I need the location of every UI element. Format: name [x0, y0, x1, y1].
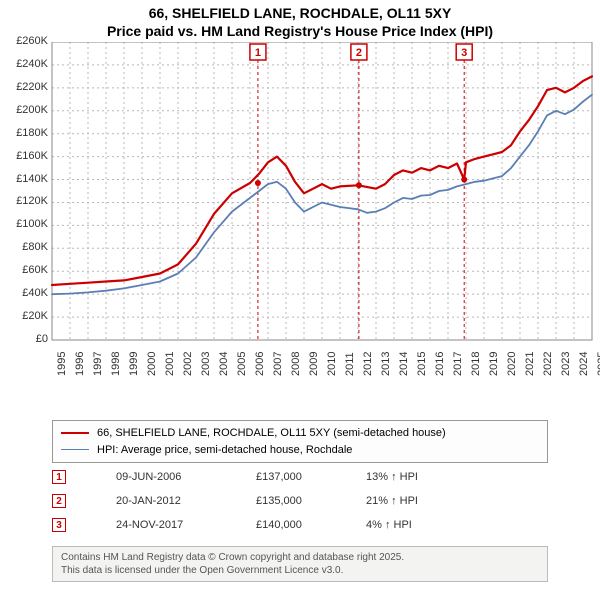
x-axis-label: 2014 — [398, 352, 410, 376]
x-axis-label: 1998 — [110, 352, 122, 376]
y-axis-label: £100K — [0, 218, 48, 230]
footer-line: This data is licensed under the Open Gov… — [61, 564, 539, 577]
x-axis-label: 2004 — [218, 352, 230, 376]
x-axis-label: 2012 — [362, 352, 374, 376]
y-axis-label: £120K — [0, 195, 48, 207]
transaction-date: 09-JUN-2006 — [116, 471, 256, 483]
x-axis-label: 2021 — [524, 352, 536, 376]
y-axis-label: £80K — [0, 241, 48, 253]
y-axis-label: £180K — [0, 127, 48, 139]
x-axis-label: 2022 — [542, 352, 554, 376]
x-axis-label: 2020 — [506, 352, 518, 376]
x-axis-label: 2001 — [164, 352, 176, 376]
legend-label: HPI: Average price, semi-detached house,… — [97, 442, 352, 459]
transaction-date: 20-JAN-2012 — [116, 495, 256, 507]
x-axis-label: 1999 — [128, 352, 140, 376]
y-axis-label: £220K — [0, 81, 48, 93]
y-axis-label: £40K — [0, 287, 48, 299]
y-axis-label: £260K — [0, 35, 48, 47]
y-axis-label: £0 — [0, 333, 48, 345]
transaction-price: £135,000 — [256, 495, 366, 507]
legend: 66, SHELFIELD LANE, ROCHDALE, OL11 5XY (… — [52, 420, 548, 463]
x-axis-label: 2018 — [470, 352, 482, 376]
x-axis-label: 2002 — [182, 352, 194, 376]
svg-text:1: 1 — [255, 47, 261, 59]
x-axis-label: 2006 — [254, 352, 266, 376]
transaction-price: £140,000 — [256, 519, 366, 531]
transaction-price: £137,000 — [256, 471, 366, 483]
y-axis-label: £160K — [0, 150, 48, 162]
footer-line: Contains HM Land Registry data © Crown c… — [61, 551, 539, 564]
legend-item: 66, SHELFIELD LANE, ROCHDALE, OL11 5XY (… — [61, 425, 539, 442]
footer-attribution: Contains HM Land Registry data © Crown c… — [52, 546, 548, 582]
x-axis-label: 2007 — [272, 352, 284, 376]
marker-icon: 3 — [52, 518, 66, 532]
transaction-date: 24-NOV-2017 — [116, 519, 256, 531]
legend-swatch — [61, 432, 89, 434]
x-axis-label: 1997 — [92, 352, 104, 376]
y-axis-label: £200K — [0, 104, 48, 116]
x-axis-label: 2013 — [380, 352, 392, 376]
x-axis-label: 2000 — [146, 352, 158, 376]
legend-swatch — [61, 449, 89, 450]
price-chart: 1 2 3 £0 £20K £40K £60K £80K £100K £120K £140K £16… — [0, 42, 600, 412]
y-axis-label: £240K — [0, 58, 48, 70]
y-axis-label: £20K — [0, 310, 48, 322]
x-axis-label: 1995 — [56, 352, 68, 376]
table-row: 2 20-JAN-2012 £135,000 21% ↑ HPI — [52, 489, 548, 513]
table-row: 3 24-NOV-2017 £140,000 4% ↑ HPI — [52, 513, 548, 537]
x-axis-label: 2016 — [434, 352, 446, 376]
x-axis-label: 2024 — [578, 352, 590, 376]
title-line-2: Price paid vs. HM Land Registry's House … — [0, 22, 600, 40]
transaction-hpi: 21% ↑ HPI — [366, 495, 486, 507]
x-axis-label: 2008 — [290, 352, 302, 376]
y-axis-label: £60K — [0, 264, 48, 276]
x-axis-label: 2015 — [416, 352, 428, 376]
marker-icon: 2 — [52, 494, 66, 508]
legend-item: HPI: Average price, semi-detached house,… — [61, 442, 539, 459]
transaction-hpi: 4% ↑ HPI — [366, 519, 486, 531]
table-row: 1 09-JUN-2006 £137,000 13% ↑ HPI — [52, 465, 548, 489]
marker-icon: 1 — [52, 470, 66, 484]
x-axis-label: 2010 — [326, 352, 338, 376]
x-axis-label: 2005 — [236, 352, 248, 376]
x-axis-label: 2009 — [308, 352, 320, 376]
x-axis-label: 2011 — [344, 352, 356, 376]
y-axis-label: £140K — [0, 173, 48, 185]
transactions-table: 1 09-JUN-2006 £137,000 13% ↑ HPI 2 20-JA… — [52, 465, 548, 537]
x-axis-label: 2025 — [596, 352, 600, 376]
x-axis-label: 2019 — [488, 352, 500, 376]
title-line-1: 66, SHELFIELD LANE, ROCHDALE, OL11 5XY — [0, 4, 600, 22]
x-axis-label: 2003 — [200, 352, 212, 376]
svg-text:2: 2 — [356, 47, 362, 59]
legend-label: 66, SHELFIELD LANE, ROCHDALE, OL11 5XY (… — [97, 425, 446, 442]
svg-text:3: 3 — [461, 47, 467, 59]
x-axis-label: 2017 — [452, 352, 464, 376]
x-axis-label: 1996 — [74, 352, 86, 376]
transaction-hpi: 13% ↑ HPI — [366, 471, 486, 483]
x-axis-label: 2023 — [560, 352, 572, 376]
